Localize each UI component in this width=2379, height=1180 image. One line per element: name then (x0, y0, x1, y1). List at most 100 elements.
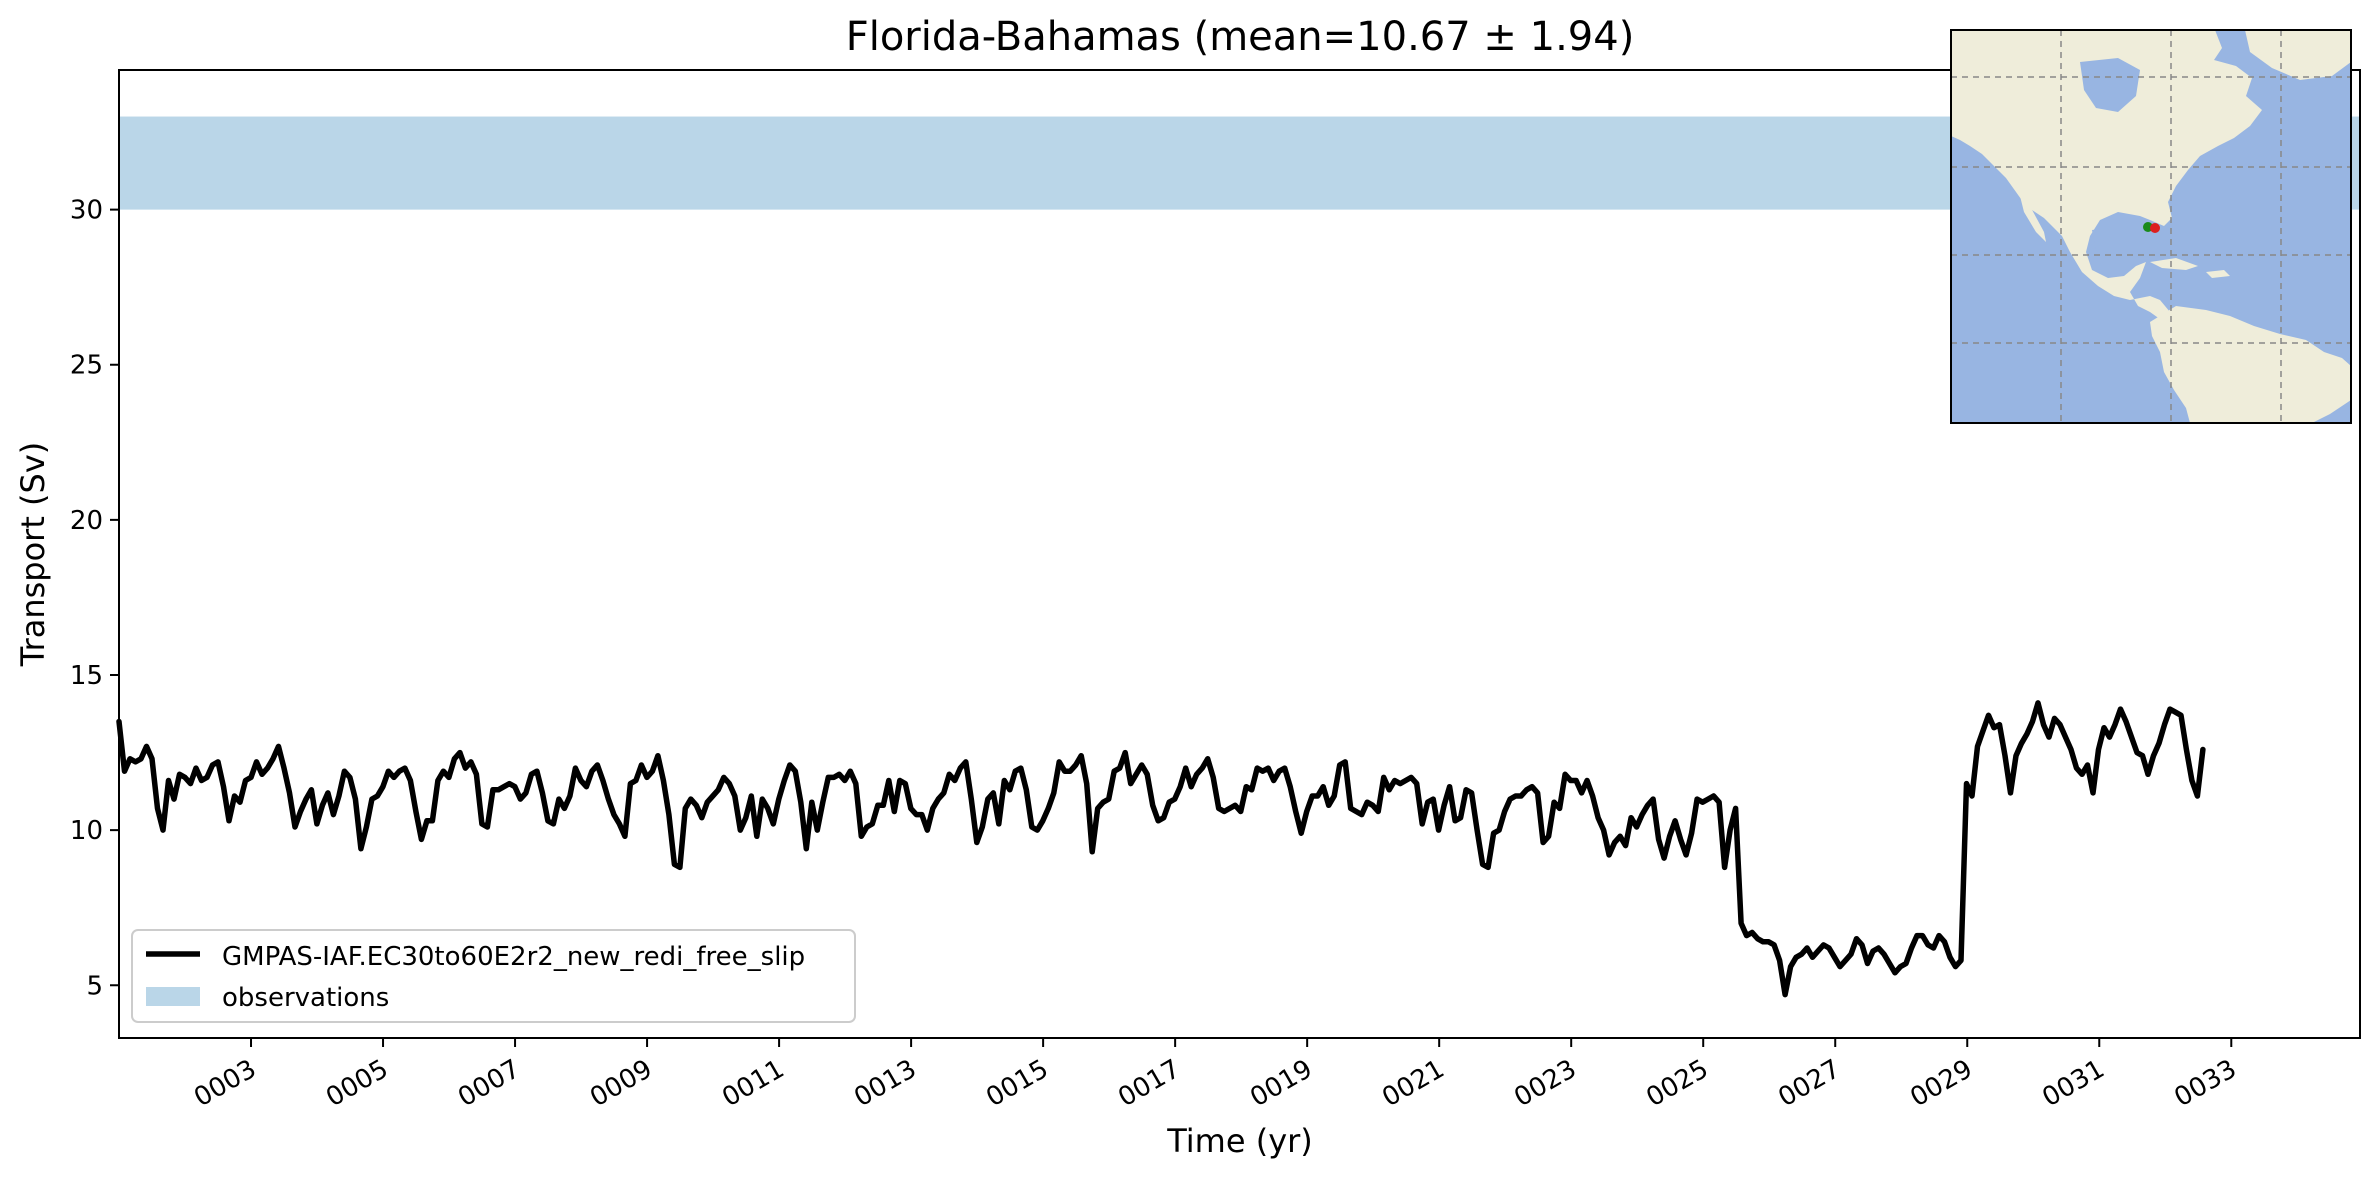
data-point (1167, 800, 1172, 805)
data-point (1887, 961, 1892, 966)
data-point (798, 800, 803, 805)
data-point (1981, 728, 1986, 733)
data-point (2096, 747, 2101, 752)
data-point (875, 803, 880, 808)
data-point (1656, 837, 1661, 842)
data-point (864, 825, 869, 830)
data-point (991, 790, 996, 795)
data-point (1640, 812, 1645, 817)
data-point (1882, 952, 1887, 957)
data-point (1216, 806, 1221, 811)
data-point (710, 794, 715, 799)
data-point (1310, 794, 1315, 799)
data-point (771, 821, 776, 826)
data-point (672, 862, 677, 867)
data-point (1601, 828, 1606, 833)
data-point (1128, 781, 1133, 786)
x-tick-label: 0033 (2169, 1054, 2241, 1113)
data-point (600, 778, 605, 783)
data-point (2003, 753, 2008, 758)
data-point (1414, 781, 1419, 786)
data-point (534, 769, 539, 774)
data-point (2025, 731, 2030, 736)
data-point (1986, 713, 1991, 718)
data-point (1706, 797, 1711, 802)
data-point (183, 775, 188, 780)
data-point (419, 837, 424, 842)
data-point (128, 756, 133, 761)
data-point (402, 766, 407, 771)
data-point (1293, 809, 1298, 814)
data-point (1145, 772, 1150, 777)
data-point (694, 803, 699, 808)
data-point (1695, 797, 1700, 802)
data-point (2189, 778, 2194, 783)
data-point (397, 769, 402, 774)
x-tick-label: 0005 (321, 1054, 393, 1113)
data-point (133, 759, 138, 764)
data-point (705, 800, 710, 805)
x-tick-label: 0011 (717, 1054, 789, 1113)
data-point (936, 797, 941, 802)
inset-map-frame (1950, 29, 2352, 424)
data-point (666, 812, 671, 817)
data-point (743, 815, 748, 820)
data-point (2091, 790, 2096, 795)
data-point (2047, 735, 2052, 740)
data-point (793, 769, 798, 774)
data-point (1557, 806, 1562, 811)
x-tick-label: 0009 (585, 1054, 657, 1113)
data-point (380, 784, 385, 789)
data-point (892, 809, 897, 814)
data-point (314, 821, 319, 826)
data-point (2019, 741, 2024, 746)
data-point (1458, 815, 1463, 820)
data-point (776, 797, 781, 802)
data-point (2113, 722, 2118, 727)
data-point (1684, 852, 1689, 857)
data-point (490, 787, 495, 792)
data-point (249, 775, 254, 780)
data-point (1051, 790, 1056, 795)
data-point (1068, 769, 1073, 774)
series-line (116, 700, 2206, 998)
data-point (260, 772, 265, 777)
data-point (342, 769, 347, 774)
data-point (172, 797, 177, 802)
data-point (441, 769, 446, 774)
data-point (271, 756, 276, 761)
data-point (589, 769, 594, 774)
data-point (1623, 843, 1628, 848)
data-point (1997, 722, 2002, 727)
data-point (1508, 797, 1513, 802)
data-point (1744, 933, 1749, 938)
legend-band-swatch (146, 987, 200, 1006)
data-point (309, 787, 314, 792)
data-point (1579, 790, 1584, 795)
data-point (1992, 725, 1997, 730)
data-point (1233, 803, 1238, 808)
data-point (930, 806, 935, 811)
inset-map (1950, 29, 2352, 424)
data-point (1123, 750, 1128, 755)
data-point (1260, 769, 1265, 774)
data-point (1612, 840, 1617, 845)
data-point (1282, 766, 1287, 771)
data-point (1552, 800, 1557, 805)
data-point (897, 778, 902, 783)
data-point (1332, 794, 1337, 799)
data-point (688, 797, 693, 802)
data-point (1211, 775, 1216, 780)
data-point (1805, 946, 1810, 951)
x-tick-label: 0017 (1113, 1054, 1185, 1113)
data-point (1926, 942, 1931, 947)
data-point (1970, 794, 1975, 799)
data-point (1370, 803, 1375, 808)
data-point (408, 778, 413, 783)
data-point (908, 806, 913, 811)
data-point (1409, 775, 1414, 780)
data-point (870, 821, 875, 826)
data-point (1117, 766, 1122, 771)
map-land-cuba (2150, 258, 2198, 270)
data-point (881, 803, 886, 808)
